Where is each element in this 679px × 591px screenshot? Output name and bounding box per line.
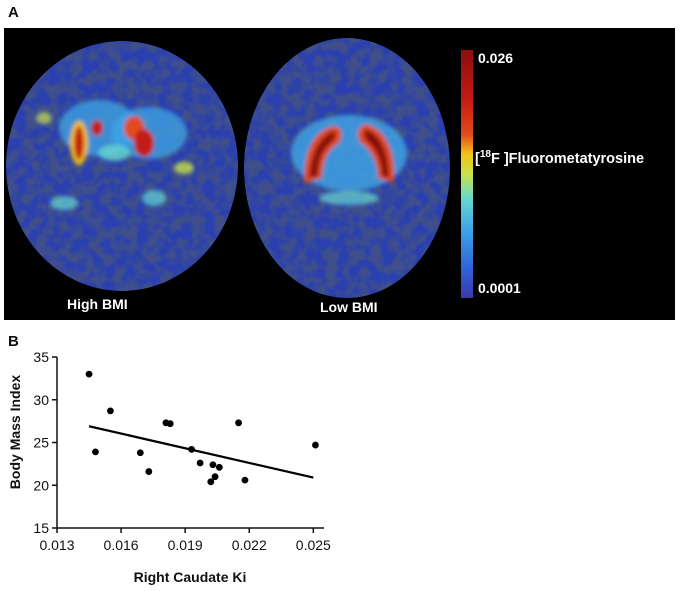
data-points: [85, 370, 319, 486]
data-point: [209, 461, 217, 469]
colorbar-title-suffix: F ]Fluorometatyrosine: [490, 150, 645, 167]
data-point: [166, 420, 174, 428]
y-tick-label: 20: [33, 477, 49, 493]
regression-line-group: [88, 425, 314, 479]
high-bmi-brain-scan: [6, 41, 238, 291]
panel-a-letter: A: [8, 4, 19, 21]
data-point: [92, 448, 99, 456]
low-bmi-label: Low BMI: [320, 299, 378, 315]
y-tick-label: 25: [33, 435, 49, 451]
y-axis: 15 20 25 30 35: [33, 349, 58, 536]
data-point: [188, 445, 195, 453]
data-point: [207, 478, 215, 486]
regression-line: [88, 425, 314, 479]
y-tick-label: 15: [33, 520, 49, 536]
y-tick-label: 30: [33, 392, 49, 408]
data-point: [215, 463, 223, 471]
pet-scan-images: [6, 38, 473, 298]
x-tick-label: 0.013: [39, 537, 74, 553]
x-tick-label: 0.025: [296, 537, 331, 553]
low-bmi-brain-scan: [244, 38, 450, 298]
panel-b-letter: B: [8, 333, 19, 350]
colorbar-min-label: 0.0001: [478, 280, 521, 296]
high-bmi-label: High BMI: [67, 296, 128, 312]
data-point: [145, 468, 153, 475]
x-axis-label: Right Caudate Ki: [134, 569, 247, 585]
y-axis-label: Body Mass Index: [7, 375, 23, 490]
data-point: [241, 476, 249, 484]
data-point: [196, 459, 204, 467]
pet-scan-panel: High BMI Low BMI 0.026 0.0001 [18F ]Fluo…: [4, 28, 675, 320]
y-tick-label: 35: [33, 349, 49, 365]
data-point: [107, 407, 114, 415]
x-tick-label: 0.016: [104, 537, 139, 553]
colorbar: [461, 50, 473, 298]
colorbar-title: [18F ]Fluorometatyrosine: [475, 149, 644, 167]
data-point: [136, 449, 144, 457]
data-point: [85, 370, 93, 378]
colorbar-title-prefix: [: [475, 150, 480, 167]
x-tick-label: 0.019: [168, 537, 203, 553]
data-point: [235, 419, 242, 427]
x-tick-label: 0.022: [232, 537, 267, 553]
scatter-chart: 15 20 25 30 35 0.013 0.016 0.019 0.022 0.025 Bod…: [7, 349, 331, 585]
colorbar-title-isotope: 18: [479, 149, 491, 160]
data-point: [211, 473, 219, 481]
data-point: [312, 441, 319, 449]
colorbar-max-label: 0.026: [478, 50, 514, 66]
x-axis: 0.013 0.016 0.019 0.022 0.025: [39, 527, 331, 553]
